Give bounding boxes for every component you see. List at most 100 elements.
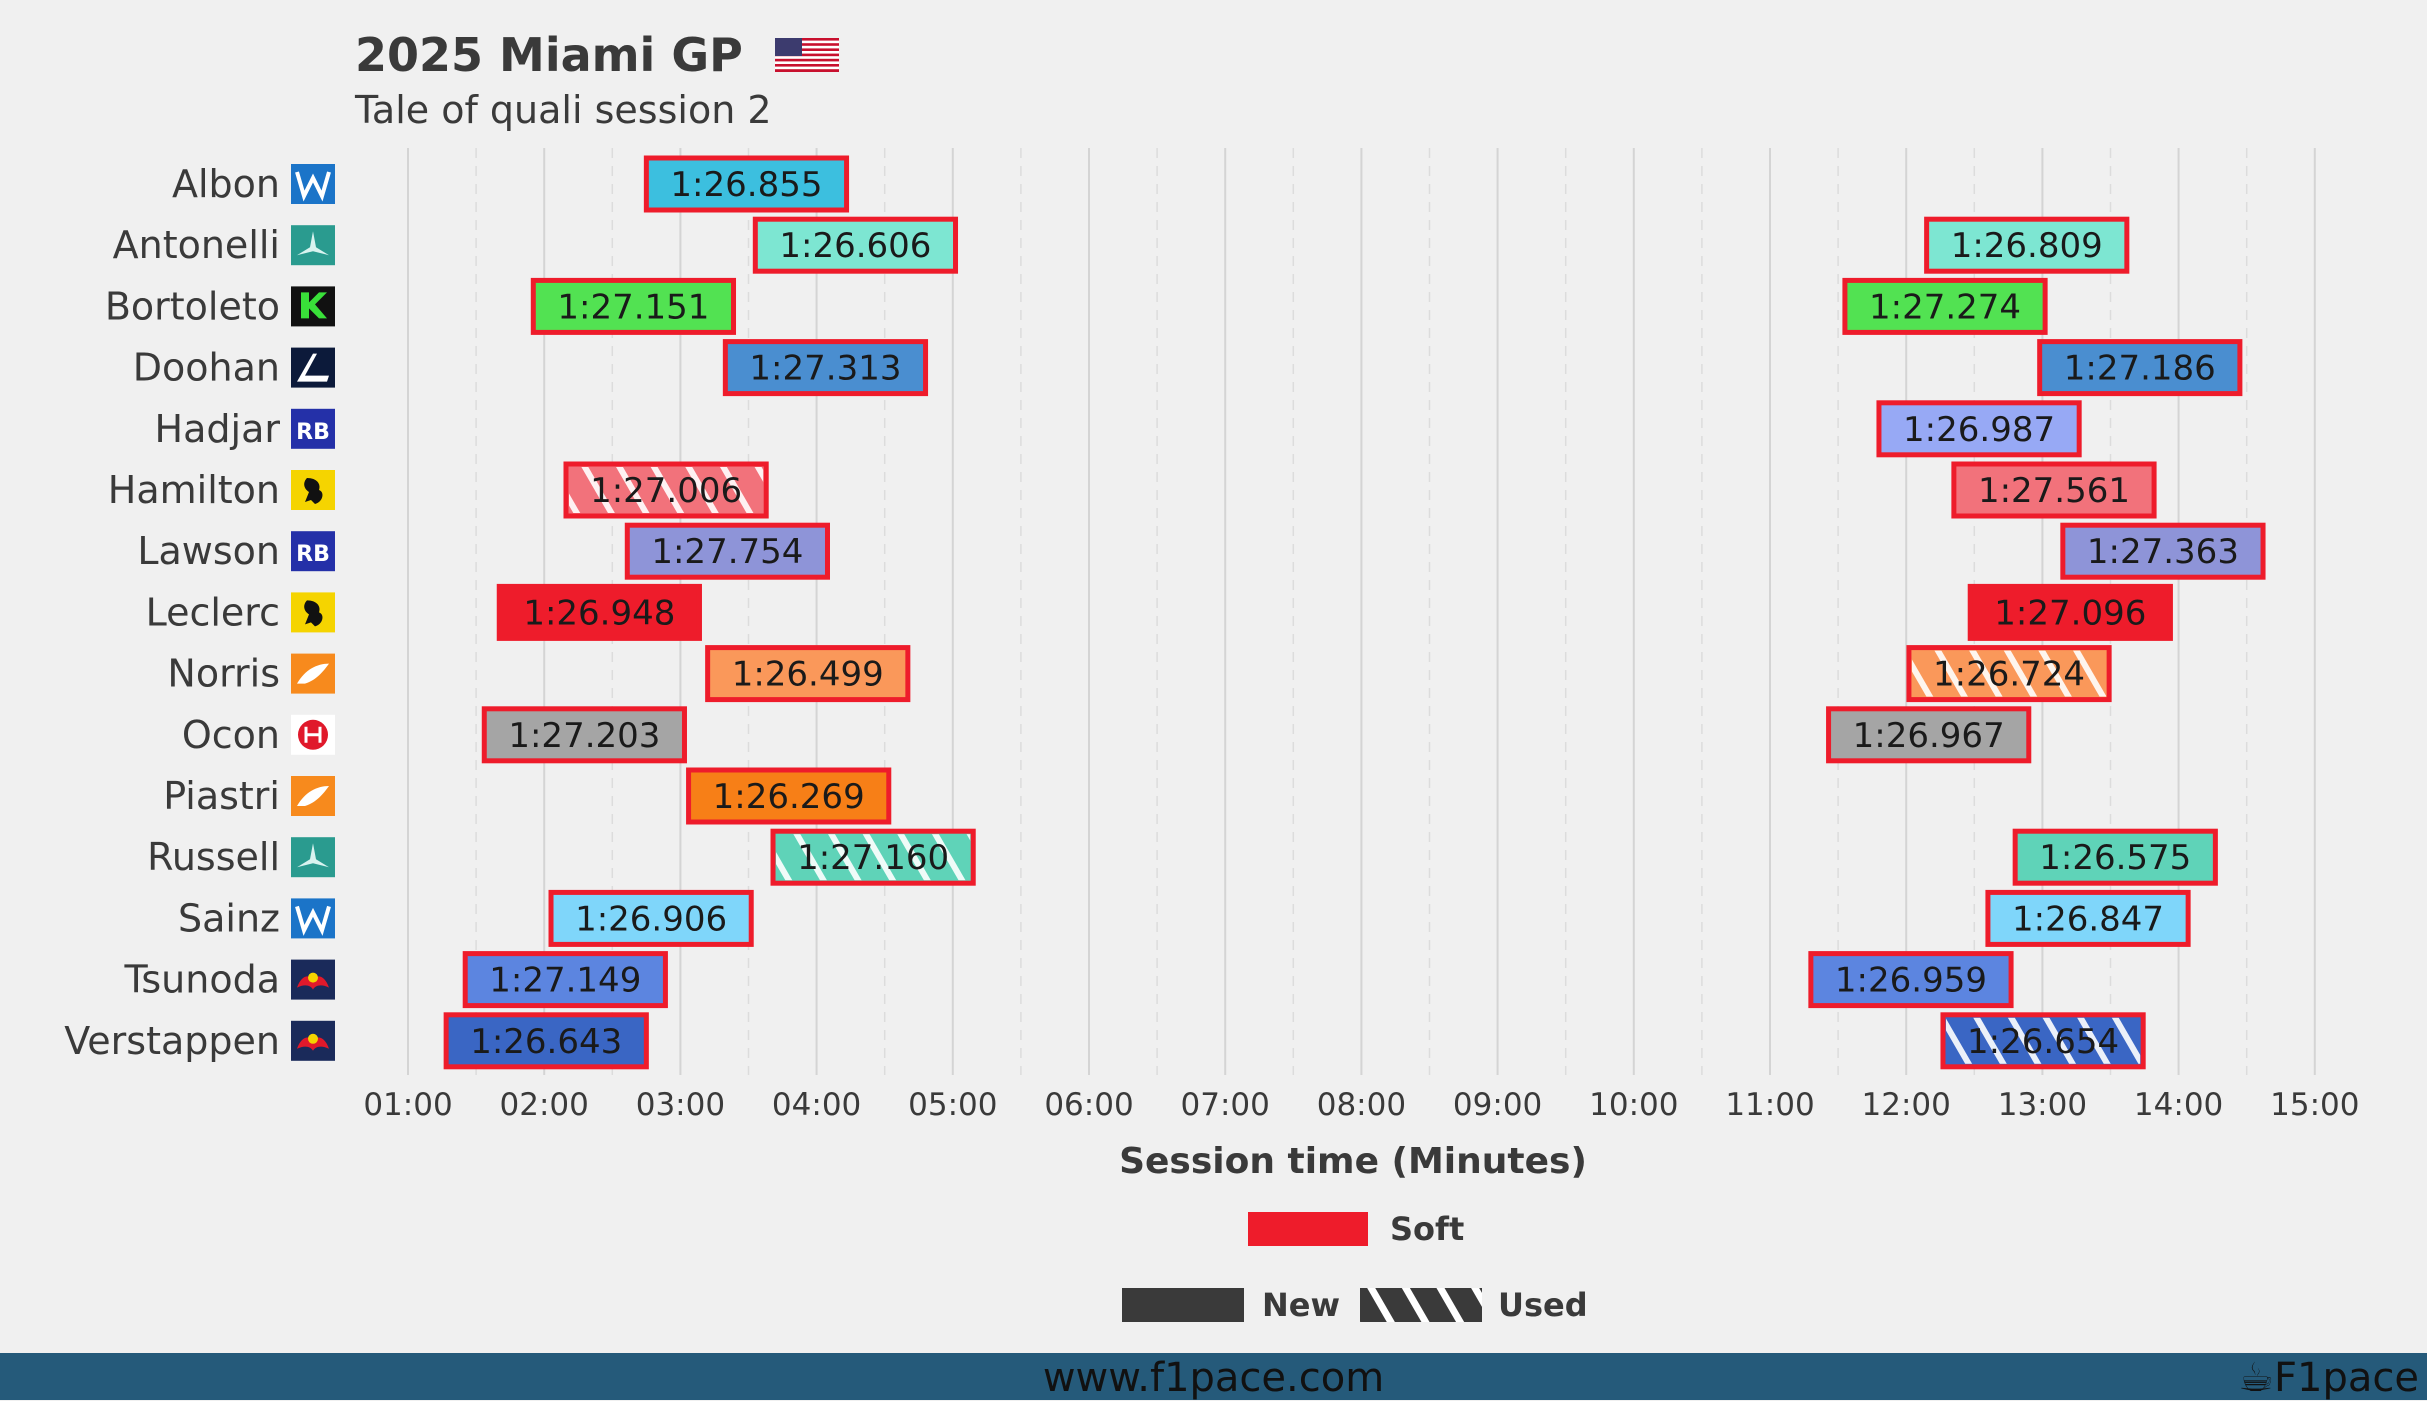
legend-used-label: Used [1498, 1286, 1588, 1324]
lap-time-label: 1:26.967 [1853, 716, 2005, 756]
driver-name: Russell [147, 835, 280, 879]
chart-subtitle: Tale of quali session 2 [355, 88, 772, 132]
ferrari-logo-icon [291, 470, 335, 510]
lap-bar: 1:26.724 [1906, 645, 2112, 703]
driver-row-verstappen: Verstappen 1:26.643 1:26.654 [64, 1012, 2146, 1070]
legend-soft-swatch [1248, 1212, 1368, 1246]
lap-bar-fill [496, 583, 702, 641]
lap-time-label: 1:26.855 [670, 165, 822, 205]
lap-time-label: 1:26.847 [2012, 899, 2164, 939]
driver-row-ocon: Ocon 1:27.203 1:26.967 [182, 706, 2032, 764]
lap-bar-fill [1826, 706, 2032, 764]
lap-time-label: 1:26.606 [779, 226, 931, 266]
driver-name: Norris [167, 652, 280, 696]
lap-bar-fill [722, 339, 929, 397]
driver-name: Hadjar [155, 407, 281, 451]
red-bull-logo-icon [291, 959, 335, 1000]
driver-name: Ocon [182, 713, 280, 757]
lap-bar: 1:26.654 [1940, 1012, 2146, 1070]
lap-bar: 1:26.987 [1876, 400, 2082, 458]
legend-new-swatch [1122, 1288, 1244, 1322]
footer-url[interactable]: www.f1pace.com [1042, 1355, 1385, 1401]
lap-bar: 1:26.906 [548, 889, 754, 947]
lap-bar: 1:27.561 [1951, 461, 2157, 519]
x-tick-label: 02:00 [500, 1087, 589, 1123]
lap-bar: 1:27.313 [722, 339, 929, 397]
lap-bar-fill [1842, 277, 2048, 335]
lap-bar: 1:26.606 [752, 216, 959, 274]
driver-name: Hamilton [108, 468, 280, 512]
lap-time-label: 1:26.575 [2039, 838, 2191, 878]
lap-time-label: 1:27.151 [557, 287, 709, 327]
x-tick-label: 05:00 [908, 1087, 997, 1123]
lap-time-label: 1:27.203 [508, 716, 660, 756]
lap-bar: 1:27.006 [563, 461, 769, 519]
x-tick-label: 08:00 [1317, 1087, 1406, 1123]
lap-bar-fill [2012, 828, 2218, 886]
x-tick-label: 09:00 [1453, 1087, 1542, 1123]
lap-time-label: 1:26.724 [1933, 655, 2085, 695]
lap-bar: 1:26.855 [643, 155, 850, 213]
lap-bar-fill [1967, 583, 2173, 641]
red-bull-logo-icon [291, 1020, 335, 1061]
driver-row-tsunoda: Tsunoda 1:27.149 1:26.959 [123, 951, 2014, 1009]
x-axis-label: Session time (Minutes) [1119, 1141, 1587, 1182]
driver-row-piastri: Piastri 1:26.269 [163, 767, 892, 825]
lap-bar: 1:26.499 [705, 645, 911, 703]
lap-bar-fill [643, 155, 850, 213]
lap-bar: 1:27.274 [1842, 277, 2048, 335]
lap-bar-fill [686, 767, 892, 825]
mclaren-logo-icon [291, 776, 335, 816]
ferrari-logo-icon [291, 592, 335, 633]
lap-bar-fill [481, 706, 687, 764]
legend-tyre-age: New Used [1122, 1286, 1588, 1324]
x-tick-label: 10:00 [1589, 1087, 1678, 1123]
x-tick-label: 03:00 [636, 1087, 725, 1123]
lap-bar-fill [530, 277, 737, 335]
lap-time-label: 1:27.363 [2087, 532, 2239, 572]
lap-bar: 1:27.203 [481, 706, 687, 764]
driver-name: Albon [172, 162, 280, 206]
racing-bulls-logo-icon: RB [291, 408, 335, 449]
lap-bar-hatch [1911, 650, 2107, 697]
lap-bar-fill [752, 216, 959, 274]
driver-name: Antonelli [113, 223, 280, 267]
driver-row-doohan: Doohan 1:27.313 1:27.186 [133, 339, 2243, 397]
x-tick-label: 06:00 [1044, 1087, 1133, 1123]
driver-name: Verstappen [64, 1019, 280, 1063]
driver-row-leclerc: Leclerc 1:26.948 1:27.096 [146, 583, 2173, 641]
lap-time-label: 1:27.160 [797, 838, 949, 878]
lap-bar: 1:27.149 [462, 951, 668, 1009]
williams-logo-icon [291, 164, 335, 204]
driver-name: Bortoleto [105, 284, 280, 328]
x-tick-label: 11:00 [1725, 1087, 1814, 1123]
lap-time-label: 1:27.006 [590, 471, 742, 511]
lap-time-label: 1:27.754 [651, 532, 803, 572]
lap-time-label: 1:26.809 [1951, 226, 2103, 266]
lap-bar-hatch [1945, 1017, 2141, 1064]
williams-logo-icon [291, 898, 335, 939]
lap-bar: 1:26.643 [443, 1012, 649, 1070]
x-tick-label: 15:00 [2270, 1087, 2359, 1123]
lap-time-label: 1:27.149 [489, 961, 641, 1001]
driver-name: Tsunoda [123, 958, 280, 1002]
lap-bar: 1:26.847 [1985, 889, 2191, 947]
lap-bar: 1:26.809 [1924, 216, 2130, 274]
driver-row-russell: Russell 1:27.160 1:26.575 [147, 828, 2218, 886]
lap-bar-fill [1951, 461, 2157, 519]
lap-bar: 1:26.967 [1826, 706, 2032, 764]
x-tick-label: 13:00 [1998, 1087, 2087, 1123]
sauber-logo-icon [291, 286, 335, 327]
lap-time-label: 1:26.269 [713, 777, 865, 817]
lap-bar: 1:27.096 [1967, 583, 2173, 641]
lap-time-label: 1:27.186 [2064, 349, 2216, 389]
lap-bar: 1:27.151 [530, 277, 737, 335]
x-tick-label: 01:00 [363, 1087, 452, 1123]
svg-text:RB: RB [296, 420, 330, 445]
footer-bar: www.f1pace.com ☕F1pace [0, 1353, 2427, 1401]
lap-bar-fill [1876, 400, 2082, 458]
chart-svg: 01:00 02:00 03:00 04:00 05:00 06:00 07:00 08:00… [64, 148, 2359, 1324]
driver-row-bortoleto: Bortoleto 1:27.151 1:27.274 [105, 277, 2048, 335]
x-tick-label: 04:00 [772, 1087, 861, 1123]
lap-time-label: 1:26.643 [470, 1022, 622, 1062]
